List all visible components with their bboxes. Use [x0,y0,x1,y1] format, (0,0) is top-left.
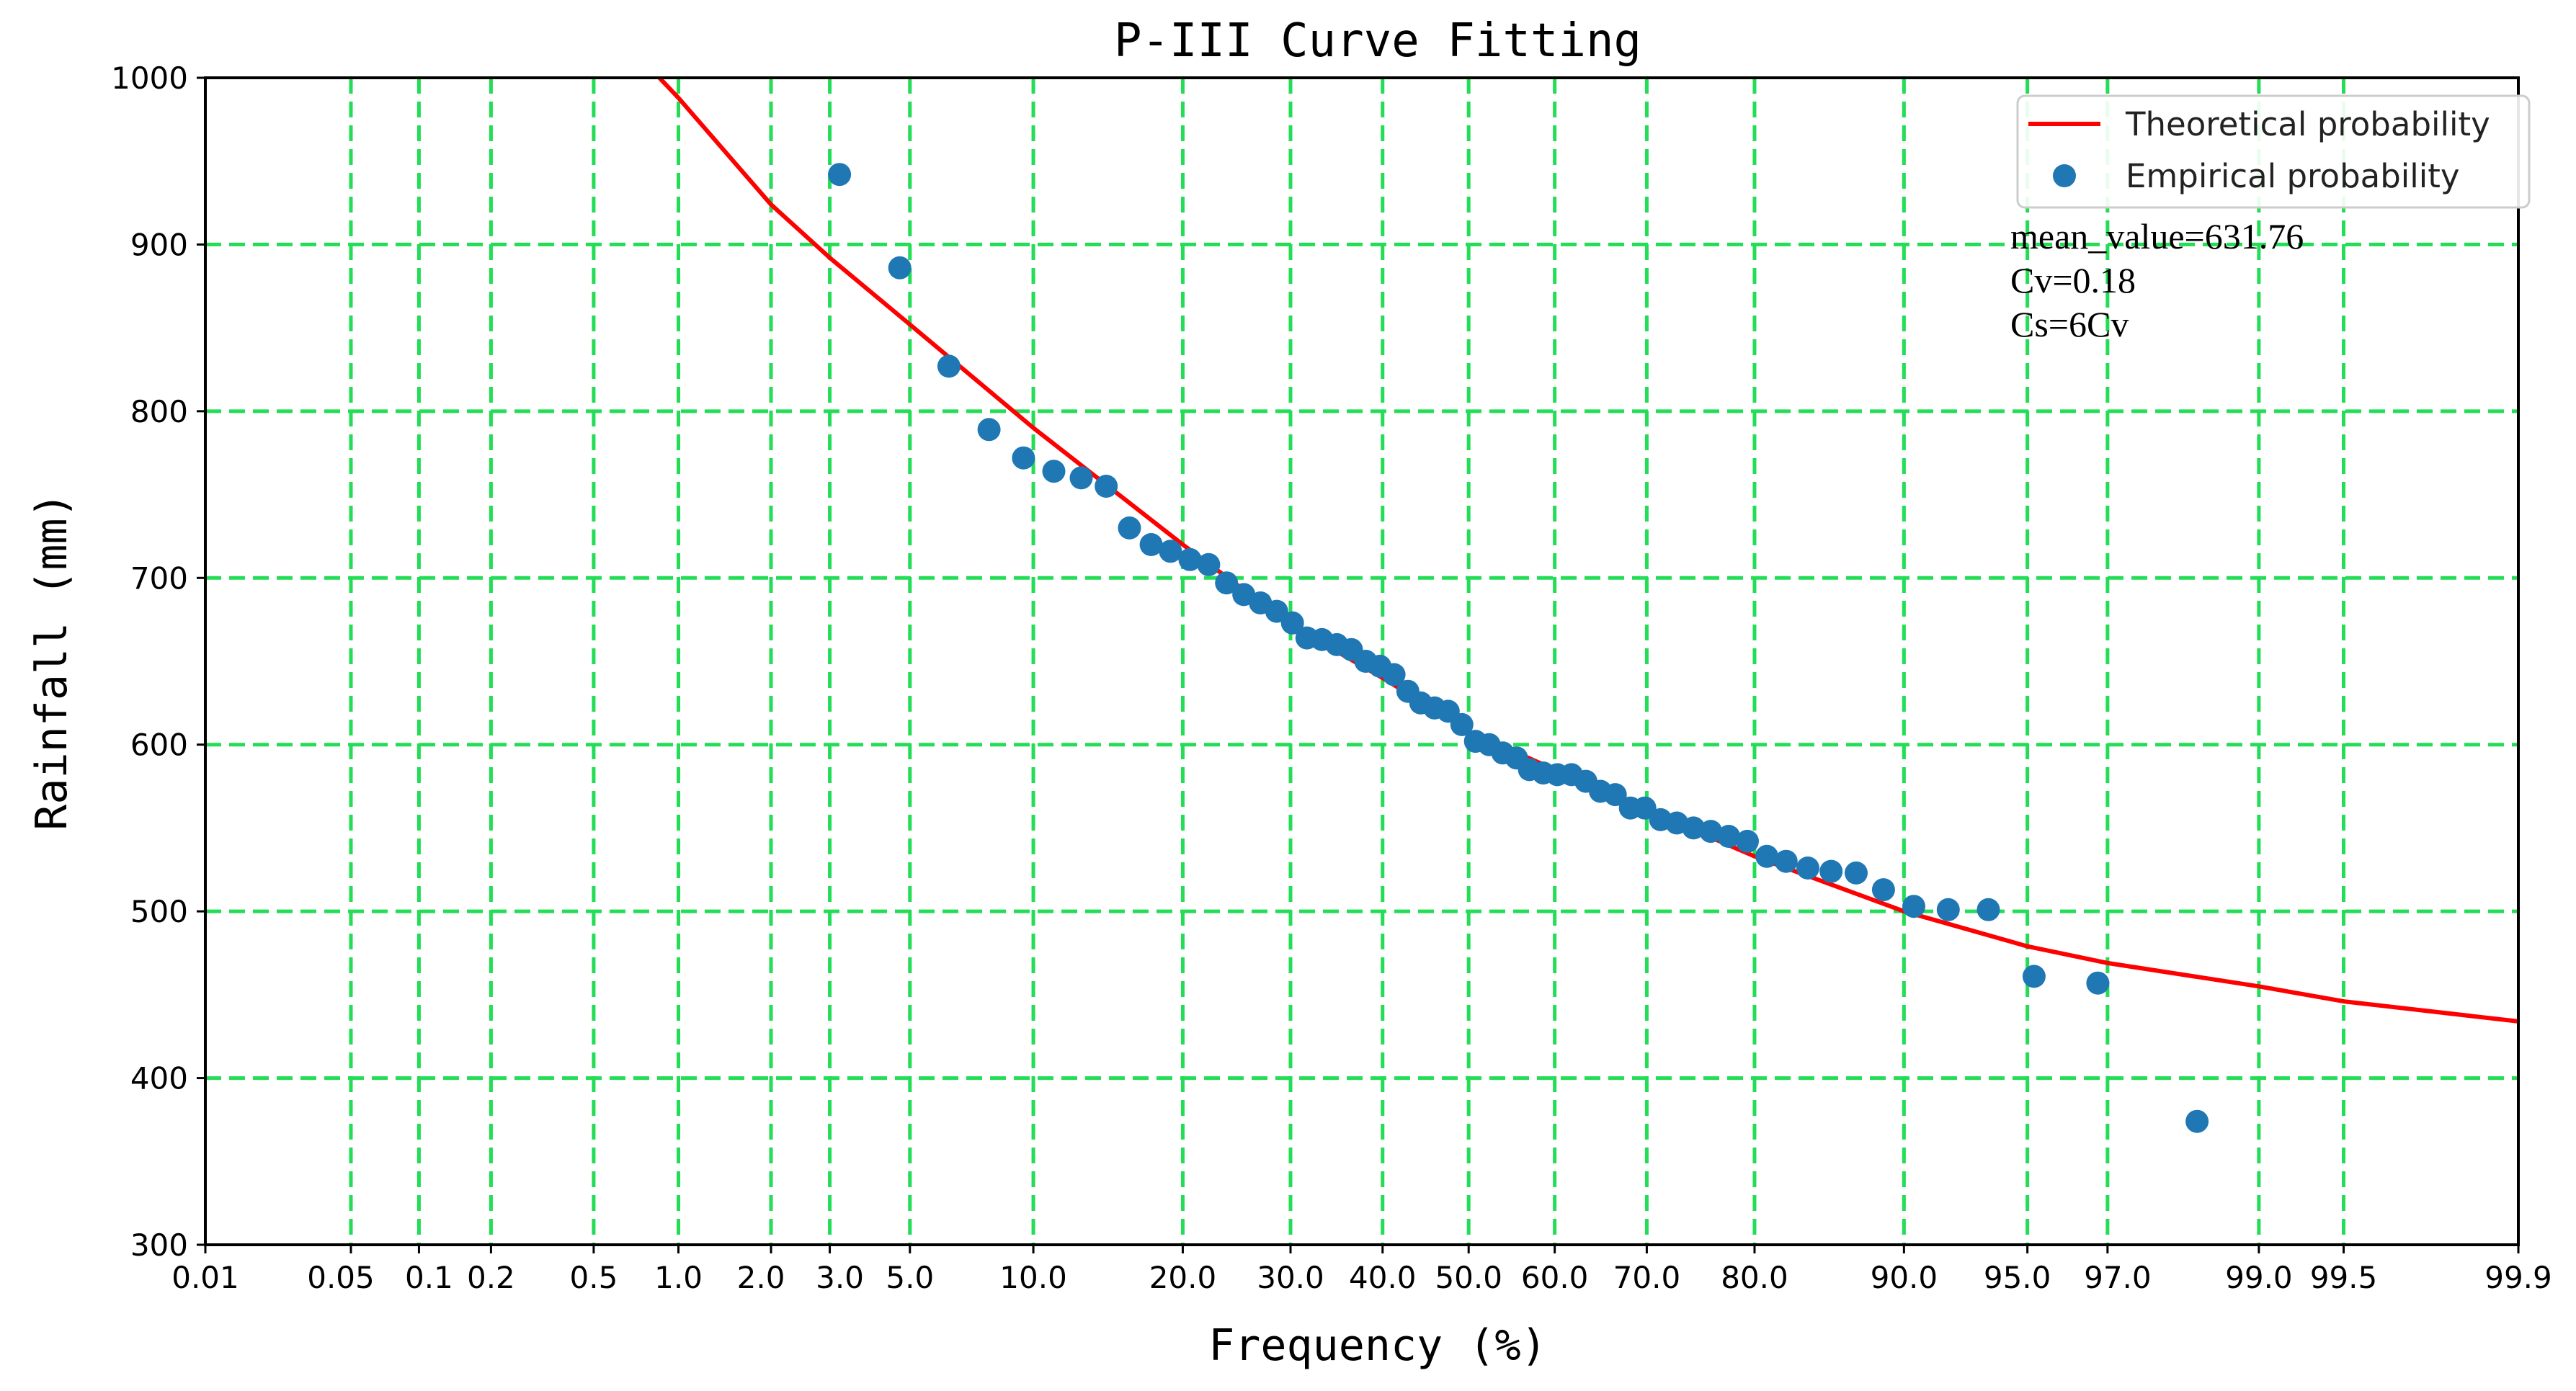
x-tick-label: 99.0 [2225,1260,2293,1295]
legend: Theoretical probability Empirical probab… [2016,94,2531,209]
x-tick-label: 0.2 [467,1260,515,1295]
empirical-point [1736,829,1759,853]
x-axis-label: Frequency (%) [1208,1320,1547,1371]
x-tick-label: 0.1 [405,1260,453,1295]
empirical-point [1936,898,1960,921]
x-tick-label: 95.0 [1984,1260,2051,1295]
x-tick-label: 30.0 [1257,1260,1324,1295]
empirical-point [1265,599,1288,623]
empirical-point [1178,547,1202,571]
empirical-point [1197,553,1221,576]
x-tick-label: 40.0 [1349,1260,1417,1295]
empirical-point [1042,460,1066,483]
tick-marks: 0.01 0.05 0.1 0.2 0.5 1.0 2.0 3.0 5.0 10.0 20.0 30.… [111,61,2552,1295]
empirical-point [1845,861,1868,885]
annotation-cs: Cs=6Cv [2010,304,2129,344]
empirical-point [1976,898,2000,921]
y-tick-label: 400 [130,1061,188,1096]
empirical-point [1603,783,1627,807]
x-tick-label: 0.01 [171,1260,239,1295]
empirical-point [1902,895,1925,918]
empirical-point [1280,611,1304,635]
legend-empirical-label: Empirical probability [2126,157,2460,195]
empirical-point [1450,712,1474,736]
x-tick-label: 60.0 [1521,1260,1589,1295]
empirical-point [828,163,852,187]
empirical-point [888,256,912,279]
grid-lines [205,78,2518,1245]
y-tick-label: 900 [130,227,188,262]
x-tick-label: 99.5 [2310,1260,2378,1295]
x-tick-label: 2.0 [737,1260,785,1295]
x-tick-label: 10.0 [999,1260,1067,1295]
empirical-point [1774,849,1798,873]
y-tick-label: 1000 [111,61,188,96]
annotation-cv: Cv=0.18 [2010,260,2136,300]
y-tick-label: 600 [130,728,188,763]
plot-frame [204,76,2520,1246]
empirical-point [1682,816,1706,840]
empirical-point [1796,856,1819,880]
empirical-point [1819,859,1843,883]
empirical-point [2185,1109,2209,1133]
legend-empirical-swatch [2053,164,2076,187]
empirical-point [2086,971,2110,995]
y-tick-label: 300 [130,1227,188,1263]
empirical-point [977,418,1001,442]
empirical-point [1871,878,1895,902]
stats-annotation: mean_value=631.76 Cv=0.18 Cs=6Cv [2010,216,2304,344]
empirical-point [1012,446,1035,470]
x-tick-label: 20.0 [1149,1260,1217,1295]
x-tick-label: 1.0 [654,1260,703,1295]
annotation-mean-value: mean_value=631.76 [2010,216,2304,256]
empirical-point [1118,516,1141,540]
y-tick-label: 500 [130,894,188,929]
x-tick-label: 90.0 [1871,1260,1938,1295]
empirical-point [1215,571,1239,595]
y-tick-label: 700 [130,560,188,596]
chart-title: P-III Curve Fitting [1114,14,1641,68]
empirical-point [1755,844,1779,868]
x-tick-label: 3.0 [816,1260,864,1295]
legend-box [2016,94,2531,209]
x-tick-label: 0.05 [307,1260,375,1295]
empirical-point [2022,965,2046,988]
x-tick-label: 99.9 [2484,1260,2552,1295]
empirical-point [1159,540,1182,563]
x-tick-label: 70.0 [1613,1260,1681,1295]
empirical-point [1139,533,1163,556]
x-tick-label: 80.0 [1721,1260,1788,1295]
y-axis-label: Rainfall (mm) [27,492,77,831]
x-tick-label: 97.0 [2084,1260,2152,1295]
x-tick-label: 50.0 [1435,1260,1502,1295]
empirical-point [1633,796,1657,820]
x-tick-label: 5.0 [886,1260,934,1295]
empirical-point [1095,475,1118,498]
x-tick-label: 0.5 [570,1260,618,1295]
legend-theoretical-label: Theoretical probability [2125,105,2490,143]
series-layer [657,76,2519,1133]
empirical-point [1717,825,1741,848]
y-tick-label: 800 [130,394,188,429]
empirical-point [1069,466,1093,490]
empirical-point [1699,820,1723,844]
empirical-point [937,354,961,378]
empirical-point [1382,663,1406,686]
